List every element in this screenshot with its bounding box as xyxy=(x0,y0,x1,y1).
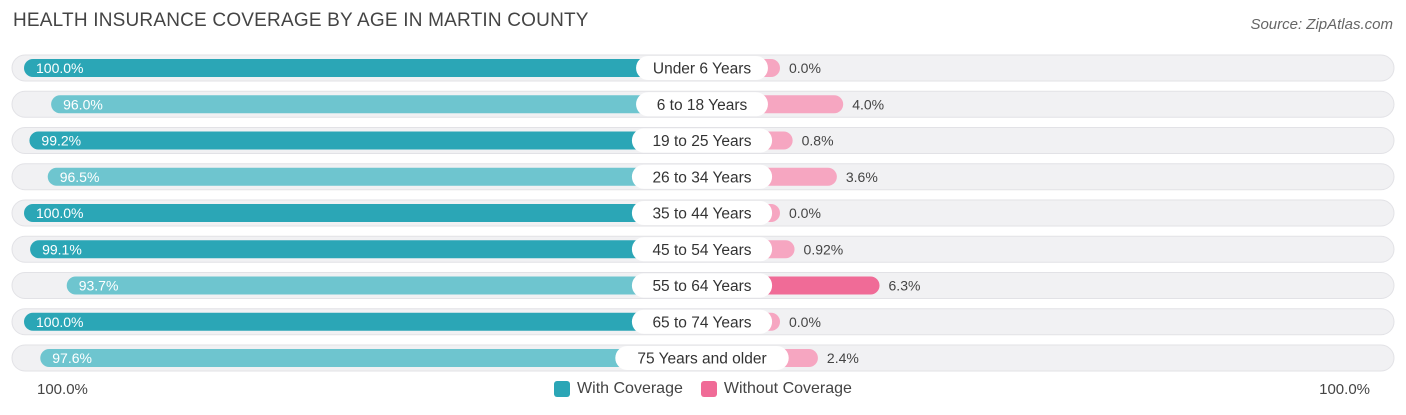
value-label-with: 99.1% xyxy=(42,241,82,257)
source-note: Source: ZipAtlas.com xyxy=(1250,16,1393,33)
category-label: 75 Years and older xyxy=(637,351,766,368)
category-label: 55 to 64 Years xyxy=(652,278,751,295)
value-label-with: 93.7% xyxy=(79,278,119,294)
value-label-with: 96.5% xyxy=(60,169,100,185)
legend-label-with: With Coverage xyxy=(577,380,683,397)
category-pill xyxy=(631,273,773,298)
value-label-without: 0.0% xyxy=(789,314,821,330)
value-label-with: 100.0% xyxy=(36,314,83,330)
legend-swatch-with xyxy=(554,381,571,397)
legend-swatch-without xyxy=(700,381,717,397)
chart-canvas: 100.0% 0.0% Under 6 Years 96.0% 4.0% 6 to 18 … xyxy=(11,54,1395,372)
value-label-without: 4.0% xyxy=(852,96,884,112)
value-label-without: 6.3% xyxy=(889,278,921,294)
category-label: 35 to 44 Years xyxy=(652,206,751,223)
value-label-without: 0.8% xyxy=(802,133,834,149)
value-label-without: 2.4% xyxy=(827,350,859,366)
category-label: 19 to 25 Years xyxy=(652,133,751,150)
category-pill xyxy=(631,309,773,334)
legend-item-with-coverage[interactable]: With Coverage xyxy=(554,380,683,398)
category-label: 6 to 18 Years xyxy=(657,97,748,114)
category-label: 26 to 34 Years xyxy=(652,169,751,186)
value-label-without: 0.0% xyxy=(789,60,821,76)
category-pill xyxy=(631,128,773,153)
value-label-without: 0.92% xyxy=(804,241,844,257)
value-label-without: 0.0% xyxy=(789,205,821,221)
bar-with-coverage xyxy=(30,240,703,259)
category-pill xyxy=(631,201,773,225)
value-label-with: 100.0% xyxy=(36,60,83,76)
legend: With Coverage Without Coverage xyxy=(0,380,1406,398)
value-label-with: 100.0% xyxy=(36,205,83,221)
legend-item-without-coverage[interactable]: Without Coverage xyxy=(700,380,852,398)
axis-right-label: 100.0% xyxy=(1319,381,1370,398)
value-label-with: 97.6% xyxy=(52,350,92,366)
bar-with-coverage xyxy=(51,95,703,114)
value-label-with: 99.2% xyxy=(41,133,81,149)
category-pill xyxy=(636,92,768,117)
category-label: 45 to 54 Years xyxy=(652,242,751,259)
chart-title: HEALTH INSURANCE COVERAGE BY AGE IN MART… xyxy=(13,10,589,31)
legend-label-without: Without Coverage xyxy=(723,380,852,397)
bar-with-coverage xyxy=(29,131,702,150)
value-label-without: 3.6% xyxy=(846,169,878,185)
category-pill xyxy=(636,56,768,80)
category-pill xyxy=(631,237,773,262)
category-pill xyxy=(631,164,773,189)
category-label: Under 6 Years xyxy=(653,61,751,78)
bar-with-coverage xyxy=(24,204,702,222)
axis-left-label: 100.0% xyxy=(37,381,88,398)
bar-with-coverage xyxy=(47,167,703,186)
bar-with-coverage xyxy=(24,312,702,331)
category-pill xyxy=(615,346,789,370)
bar-with-coverage xyxy=(24,59,702,77)
value-label-with: 96.0% xyxy=(63,96,103,112)
bar-with-coverage xyxy=(66,276,703,295)
bar-with-coverage xyxy=(40,349,703,367)
category-label: 65 to 74 Years xyxy=(652,314,751,331)
